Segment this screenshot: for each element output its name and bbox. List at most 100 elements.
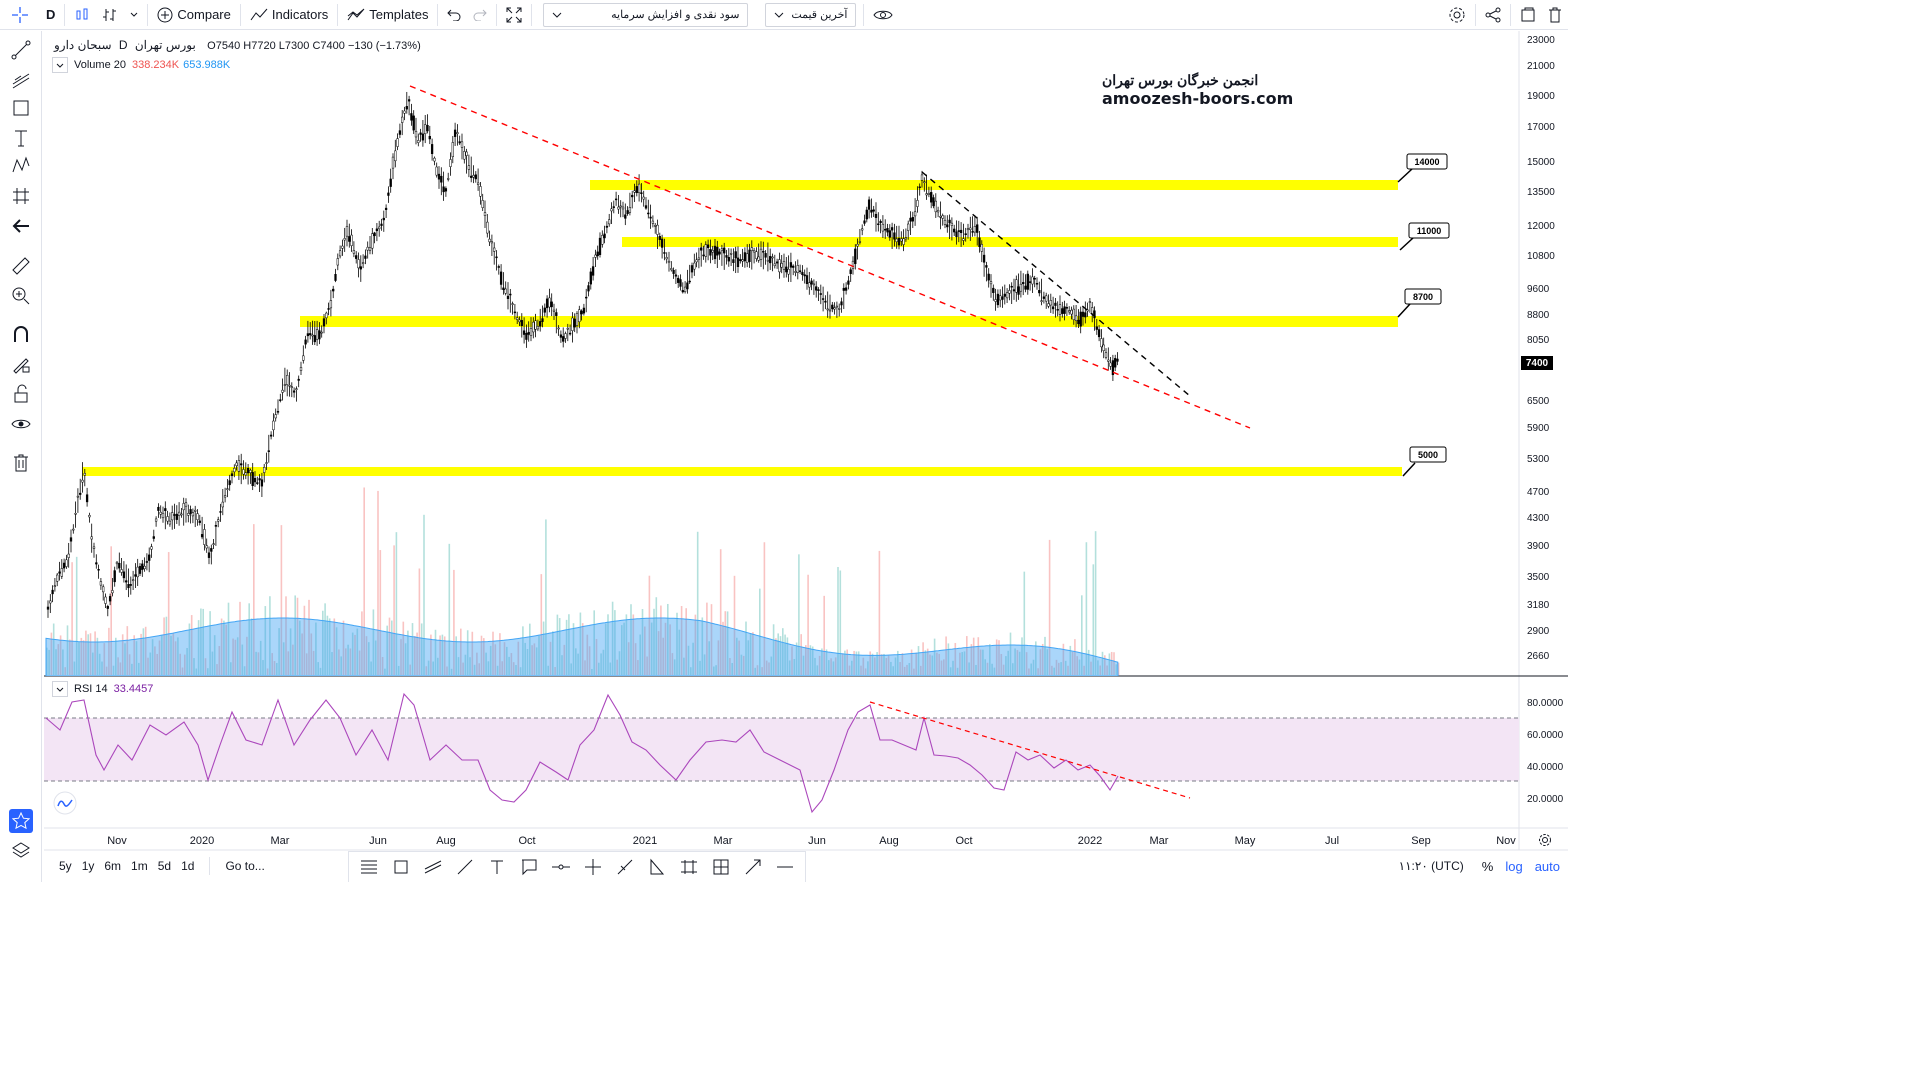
fullscreen-icon[interactable] — [500, 0, 528, 30]
range-1d[interactable]: 1d — [181, 859, 195, 873]
indicators-button[interactable]: Indicators — [244, 0, 334, 30]
candle-body — [184, 502, 188, 507]
favorite-star-icon[interactable] — [9, 809, 33, 833]
chevron-down-icon[interactable] — [124, 0, 144, 30]
percent-toggle[interactable]: % — [1481, 858, 1494, 874]
interval-button[interactable]: D — [46, 7, 56, 22]
price-select[interactable]: آخرین قیمت — [765, 2, 857, 27]
unlock-icon[interactable] — [9, 382, 33, 406]
volume-bar — [418, 568, 421, 675]
pattern-tool-icon[interactable] — [9, 154, 33, 178]
volume-bar — [871, 653, 874, 675]
callout-tool-icon[interactable] — [513, 858, 545, 876]
fib-tool-icon[interactable] — [9, 68, 33, 92]
candle-body — [509, 293, 512, 296]
trash-icon[interactable] — [1542, 0, 1568, 30]
time-axis-label: Mar — [1150, 835, 1169, 847]
log-toggle[interactable]: log — [1505, 858, 1523, 874]
callout-11000[interactable]: 11000 — [1399, 222, 1450, 251]
text-tool-icon[interactable] — [481, 858, 513, 876]
rsi-axis[interactable]: 80.0000 60.0000 40.0000 20.0000 — [1527, 698, 1564, 805]
settings-gear-icon[interactable] — [1442, 0, 1472, 30]
collapse-chevron-icon[interactable] — [52, 57, 68, 73]
lines-tool-icon[interactable] — [353, 859, 385, 875]
volume-bar — [947, 643, 950, 675]
line-tool-icon[interactable] — [449, 858, 481, 876]
snapshot-icon[interactable] — [1514, 0, 1542, 30]
zone-8700[interactable] — [300, 316, 1398, 327]
study-select[interactable]: سود نقدی و افزایش سرمایه — [543, 2, 749, 27]
collapse-chevron-icon[interactable] — [52, 681, 68, 697]
rsi-legend[interactable]: RSI 14 33.4457 — [52, 681, 153, 697]
callout-8700[interactable]: 8700 — [1397, 288, 1442, 318]
crosshair-tool-icon[interactable] — [577, 858, 609, 876]
trendline-tool-icon[interactable] — [9, 38, 33, 62]
candle-body — [920, 174, 924, 181]
trash-icon[interactable] — [9, 451, 33, 475]
volume-bar — [515, 664, 517, 675]
range-5d[interactable]: 5d — [157, 859, 172, 873]
undo-icon[interactable] — [441, 0, 467, 30]
zoom-in-icon[interactable] — [9, 284, 33, 308]
share-icon[interactable] — [1479, 0, 1507, 30]
candles-icon[interactable] — [96, 0, 124, 30]
text-tool-icon[interactable] — [9, 126, 33, 150]
range-1m[interactable]: 1m — [131, 859, 148, 873]
eye-icon[interactable] — [9, 412, 33, 436]
symbol-legend[interactable]: سبحان دارو D بورس تهران O7540 H7720 L730… — [54, 38, 421, 52]
measure-tool-icon[interactable] — [9, 184, 33, 208]
candle-body — [759, 248, 763, 260]
range-5y[interactable]: 5y — [59, 859, 72, 873]
eye-icon[interactable] — [867, 0, 899, 30]
candle-body — [223, 495, 227, 498]
back-arrow-icon[interactable] — [9, 214, 33, 238]
rsi-trendline[interactable] — [869, 701, 1191, 799]
bar-style-icon[interactable] — [68, 0, 96, 30]
time-axis-label: Jun — [808, 835, 826, 847]
zone-11000[interactable] — [622, 237, 1398, 247]
time-axis[interactable]: Nov 2020 Mar Jun Aug Oct 2021 Mar Jun Aug Oct 2022 M… — [107, 835, 1516, 847]
red-trendline[interactable] — [409, 85, 1251, 429]
crosshair-icon[interactable] — [0, 0, 40, 30]
black-trendline[interactable] — [921, 171, 1191, 397]
axis-settings-gear-icon[interactable] — [1539, 834, 1551, 846]
ruler-icon[interactable] — [9, 254, 33, 278]
zone-5000[interactable] — [82, 467, 1402, 476]
layers-icon[interactable] — [9, 839, 33, 863]
triangle-tool-icon[interactable] — [641, 858, 673, 876]
rect-tool-icon[interactable] — [385, 858, 417, 876]
tradingview-logo-icon[interactable] — [53, 791, 77, 815]
ray-tool-icon[interactable] — [609, 858, 641, 876]
range-6m[interactable]: 6m — [104, 859, 122, 873]
candle-body — [909, 217, 912, 222]
callout-5000[interactable]: 5000 — [1402, 446, 1447, 477]
volume-bar — [1035, 641, 1037, 675]
magnet-icon[interactable] — [9, 322, 33, 346]
volume-bar — [846, 649, 848, 675]
volume-bar — [480, 635, 483, 675]
callout-14000[interactable]: 14000 — [1397, 153, 1448, 183]
minus-tool-icon[interactable] — [769, 865, 801, 869]
time-display[interactable]: ۱۱:۲۰ (UTC) — [1398, 859, 1464, 873]
compare-button[interactable]: Compare — [151, 0, 236, 30]
goto-button[interactable]: Go to... — [225, 859, 265, 873]
draw-lock-icon[interactable] — [9, 352, 33, 376]
arrow-tool-icon[interactable] — [737, 858, 769, 876]
redo-icon[interactable] — [467, 0, 493, 30]
price-axis[interactable]: 23000 21000 19000 17000 15000 13500 12000 10800… — [1527, 35, 1555, 662]
volume-bar — [476, 652, 478, 675]
rectangle-tool-icon[interactable] — [9, 96, 33, 120]
hline-tool-icon[interactable] — [545, 862, 577, 872]
auto-toggle[interactable]: auto — [1534, 858, 1560, 874]
date-range-tool-icon[interactable] — [705, 858, 737, 876]
volume-legend[interactable]: Volume 20 338.234K 653.988K — [52, 57, 230, 73]
volume-bar — [772, 624, 775, 675]
templates-button[interactable]: Templates — [341, 0, 434, 30]
range-tool-icon[interactable] — [673, 858, 705, 876]
range-1y[interactable]: 1y — [81, 859, 95, 873]
volume-bar — [614, 610, 616, 675]
zone-14000[interactable] — [590, 180, 1398, 190]
candle-body — [651, 220, 655, 224]
main-chart[interactable]: 14000 11000 8700 5000 23000 21000 19000 170… — [0, 0, 1568, 882]
channel-tool-icon[interactable] — [417, 859, 449, 875]
